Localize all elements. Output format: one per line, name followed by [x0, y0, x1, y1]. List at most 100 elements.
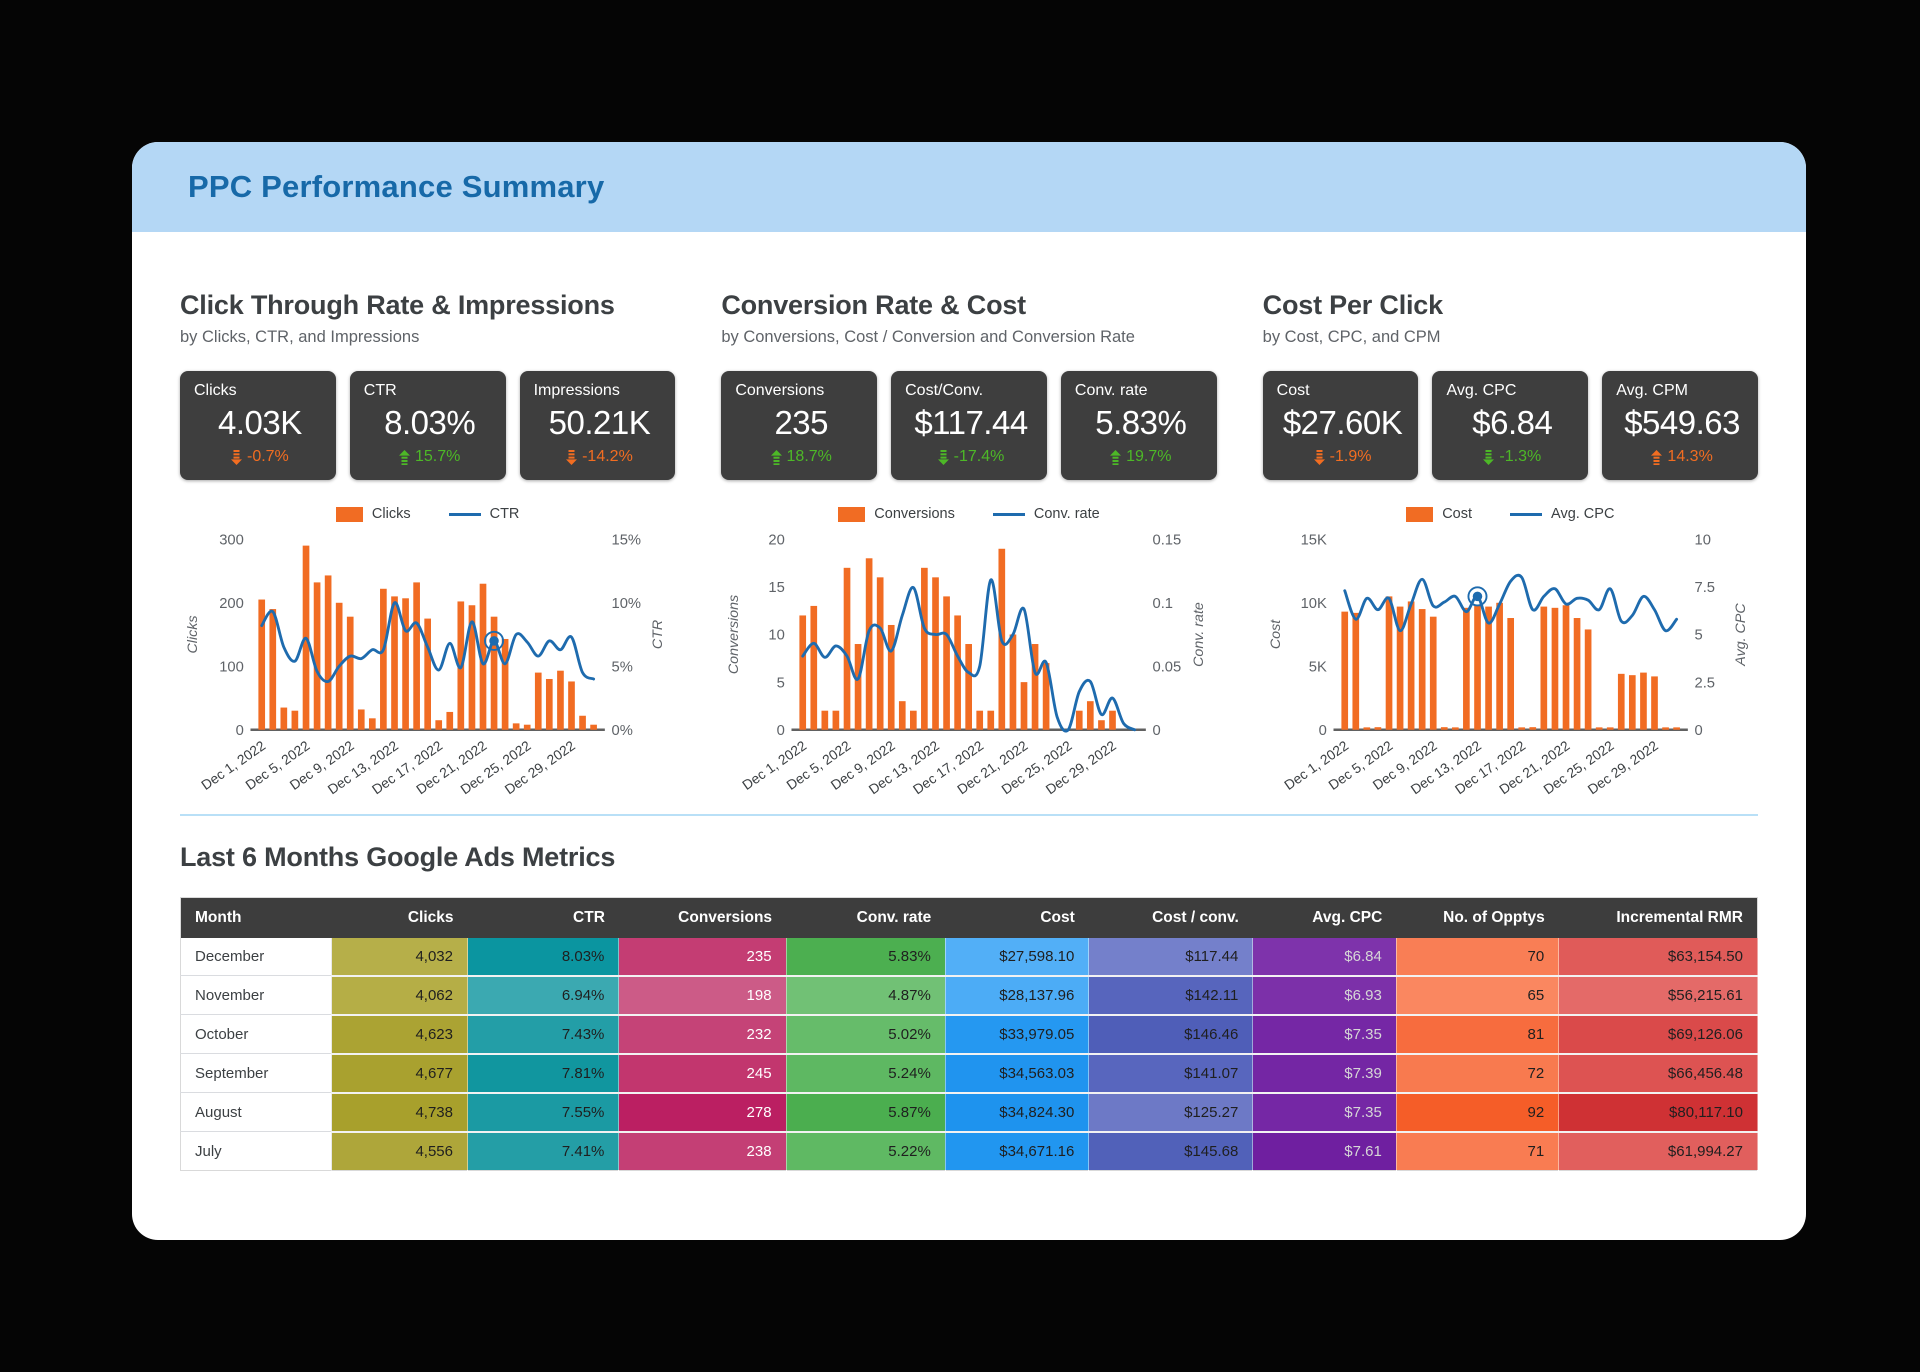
bar-clicks[interactable]: [523, 724, 531, 730]
bar-clicks[interactable]: [468, 605, 476, 730]
bar-conversions[interactable]: [954, 615, 962, 730]
bar-clicks[interactable]: [324, 575, 332, 730]
column-header-cost-conv[interactable]: Cost / conv.: [1088, 897, 1253, 938]
bar-clicks[interactable]: [346, 616, 354, 730]
bar-conversions[interactable]: [965, 644, 973, 730]
bar-clicks[interactable]: [479, 583, 487, 730]
left-axis-tick: 20: [769, 532, 785, 548]
bar-cost[interactable]: [1551, 607, 1558, 730]
bar-cost[interactable]: [1429, 616, 1437, 730]
bar-clicks[interactable]: [368, 718, 376, 730]
bar-clicks[interactable]: [357, 709, 365, 730]
column-header-ctr[interactable]: CTR: [467, 897, 619, 938]
bar-clicks[interactable]: [501, 638, 509, 730]
bar-cost[interactable]: [1584, 629, 1592, 730]
bar-cost[interactable]: [1352, 612, 1359, 730]
column-header-clicks[interactable]: Clicks: [331, 897, 468, 938]
column-header-month[interactable]: Month: [180, 897, 332, 938]
column-header-conversions[interactable]: Conversions: [618, 897, 787, 938]
bar-clicks[interactable]: [446, 711, 454, 730]
bar-cost[interactable]: [1672, 727, 1680, 730]
bar-conversions[interactable]: [866, 558, 873, 730]
bar-conversions[interactable]: [921, 567, 929, 730]
column-header-cost[interactable]: Cost: [945, 897, 1089, 938]
bar-cost[interactable]: [1341, 611, 1348, 730]
bar-cost[interactable]: [1418, 609, 1426, 730]
bar-conversions[interactable]: [855, 644, 862, 730]
bar-cost[interactable]: [1363, 727, 1370, 730]
bar-conversions[interactable]: [877, 577, 884, 730]
bar-cost[interactable]: [1639, 672, 1647, 730]
column-header-conv-rate[interactable]: Conv. rate: [786, 897, 946, 938]
bar-cost[interactable]: [1440, 727, 1448, 730]
bar-cost[interactable]: [1385, 596, 1393, 730]
bar-conversions[interactable]: [910, 710, 917, 730]
bar-cost[interactable]: [1462, 607, 1470, 730]
bar-cost[interactable]: [1573, 618, 1581, 730]
bar-clicks[interactable]: [512, 723, 520, 730]
highlight-point[interactable]: [489, 636, 499, 646]
bar-clicks[interactable]: [269, 609, 277, 730]
right-axis-tick: 0.1: [1153, 596, 1174, 612]
bar-cost[interactable]: [1451, 727, 1459, 730]
bar-conversions[interactable]: [844, 567, 851, 730]
bar-conversions[interactable]: [1032, 644, 1039, 730]
bar-cost[interactable]: [1661, 727, 1669, 730]
bar-conversions[interactable]: [1098, 720, 1106, 730]
column-header-avg-cpc[interactable]: Avg. CPC: [1252, 897, 1397, 938]
bar-clicks[interactable]: [490, 616, 498, 730]
bar-cost[interactable]: [1628, 675, 1636, 730]
bar-clicks[interactable]: [313, 582, 321, 730]
bar-cost[interactable]: [1529, 727, 1536, 730]
bar-cost[interactable]: [1606, 727, 1614, 730]
bar-cost[interactable]: [1495, 602, 1503, 730]
bar-clicks[interactable]: [380, 588, 387, 730]
bar-cost[interactable]: [1484, 606, 1492, 730]
bar-conversions[interactable]: [1021, 682, 1028, 730]
column-header-no-of-opptys[interactable]: No. of Opptys: [1396, 897, 1559, 938]
bar-clicks[interactable]: [402, 598, 409, 730]
bar-conversions[interactable]: [976, 710, 984, 730]
bar-clicks[interactable]: [579, 715, 586, 730]
bar-cost[interactable]: [1540, 606, 1547, 730]
bar-conversions[interactable]: [1087, 701, 1094, 730]
bar-conversions[interactable]: [1076, 710, 1083, 730]
bar-clicks[interactable]: [413, 582, 420, 730]
bar-conversions[interactable]: [1109, 710, 1117, 730]
bar-cost[interactable]: [1595, 727, 1603, 730]
bar-conversions[interactable]: [932, 577, 940, 730]
bar-conversions[interactable]: [943, 596, 951, 730]
bar-clicks[interactable]: [545, 678, 553, 730]
bar-conversions[interactable]: [1043, 663, 1050, 730]
bar-cost[interactable]: [1374, 727, 1381, 730]
bar-conversions[interactable]: [987, 710, 995, 730]
bar-conversions[interactable]: [888, 624, 895, 730]
bar-clicks[interactable]: [258, 599, 266, 730]
bar-cost[interactable]: [1650, 676, 1658, 730]
bar-clicks[interactable]: [534, 672, 542, 730]
bar-clicks[interactable]: [590, 724, 597, 730]
bar-clicks[interactable]: [280, 707, 288, 730]
bar-cost[interactable]: [1617, 673, 1625, 730]
bar-conversions[interactable]: [799, 615, 807, 730]
bar-clicks[interactable]: [424, 618, 431, 730]
bar-conversions[interactable]: [821, 710, 829, 730]
bar-clicks[interactable]: [557, 670, 564, 730]
bar-conversions[interactable]: [810, 605, 818, 730]
bar-cost[interactable]: [1562, 605, 1570, 730]
bar-clicks[interactable]: [291, 710, 299, 730]
bar-cost[interactable]: [1396, 606, 1404, 730]
bar-cost[interactable]: [1473, 605, 1481, 730]
bar-cost[interactable]: [1407, 601, 1415, 730]
bar-conversions[interactable]: [1009, 634, 1017, 730]
bar-conversions[interactable]: [899, 701, 906, 730]
highlight-point[interactable]: [1472, 591, 1482, 602]
bar-conversions[interactable]: [832, 710, 840, 730]
bar-clicks[interactable]: [391, 596, 398, 730]
bar-cost[interactable]: [1506, 618, 1514, 730]
bar-cost[interactable]: [1518, 727, 1525, 730]
bar-clicks[interactable]: [435, 720, 443, 730]
kpi-delta-clicks: -0.7%: [194, 448, 326, 466]
column-header-incremental-rmr[interactable]: Incremental RMR: [1558, 897, 1758, 938]
bar-clicks[interactable]: [568, 681, 575, 730]
